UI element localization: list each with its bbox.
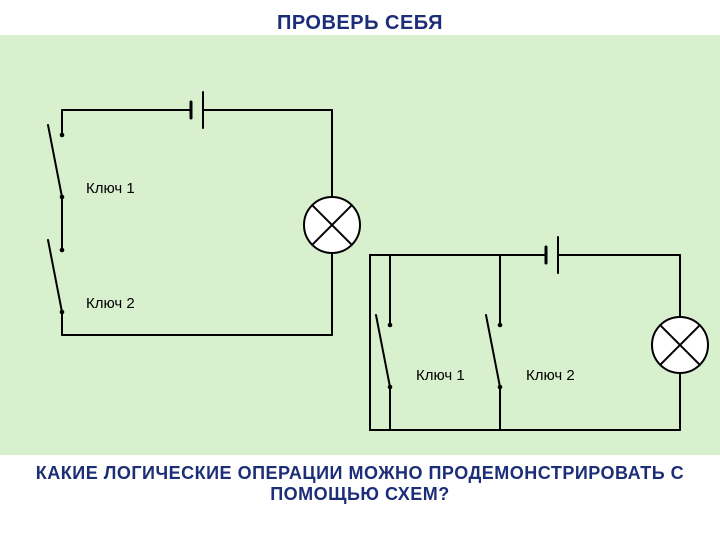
parallel-switch-1-label: Ключ 1 bbox=[416, 367, 465, 384]
series-switch-2-label: Ключ 2 bbox=[86, 295, 135, 312]
parallel-lamp bbox=[652, 317, 708, 373]
parallel-switch-2-label: Ключ 2 bbox=[526, 367, 575, 384]
series-lamp bbox=[304, 197, 360, 253]
series-switch-1-label: Ключ 1 bbox=[86, 180, 135, 197]
page-question: КАКИЕ ЛОГИЧЕСКИЕ ОПЕРАЦИИ МОЖНО ПРОДЕМОН… bbox=[0, 463, 720, 505]
page-title: ПРОВЕРЬ СЕБЯ bbox=[0, 12, 720, 35]
diagram-canvas: Ключ 1 Ключ 2 Ключ 1 Ключ 2 bbox=[0, 35, 720, 455]
